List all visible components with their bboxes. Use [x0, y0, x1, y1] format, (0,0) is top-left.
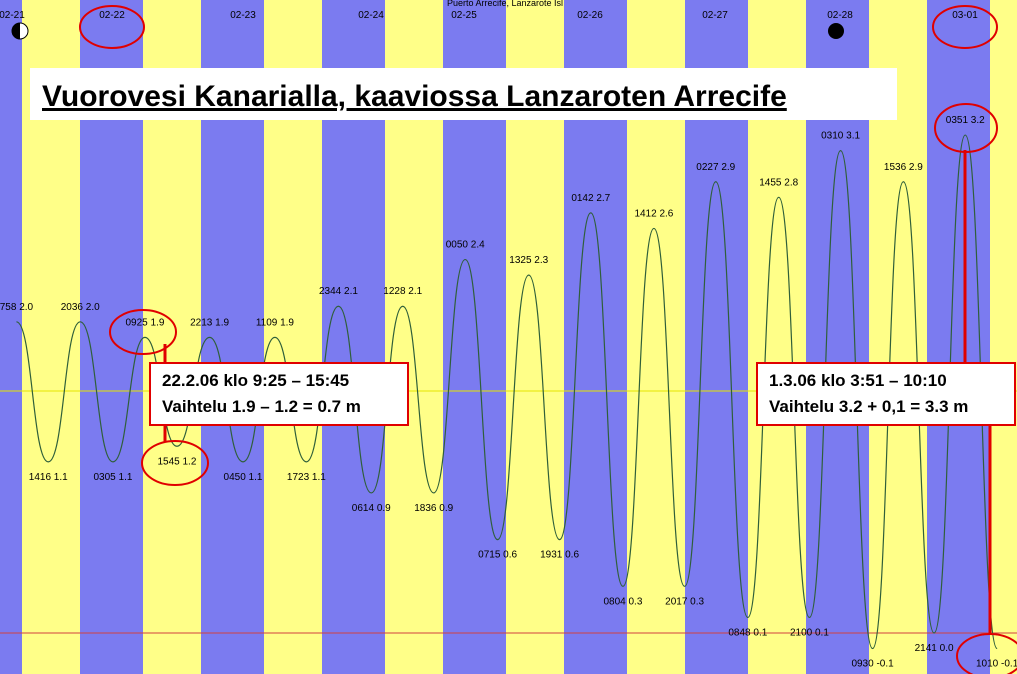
data-label: 0310 3.1	[821, 131, 860, 142]
data-label: 2141 0.0	[915, 643, 954, 654]
x-tick-label: 03-01	[952, 10, 978, 21]
data-label: 2213 1.9	[190, 317, 229, 328]
data-label: 0227 2.9	[696, 162, 735, 173]
highlight-ellipse	[109, 309, 177, 355]
data-label: 0614 0.9	[352, 503, 391, 514]
annotation-box	[756, 362, 1016, 426]
x-tick-label: 02-28	[827, 10, 853, 21]
title-box	[30, 68, 897, 120]
stripe	[927, 0, 990, 674]
data-label: 1228 2.1	[383, 286, 422, 297]
annotation-text: 22.2.06 klo 9:25 – 15:45	[162, 371, 349, 390]
data-label: 0715 0.6	[478, 550, 517, 561]
data-label: 0142 2.7	[571, 193, 610, 204]
data-label: 1010 -0.1	[976, 659, 1017, 670]
data-label: 0050 2.4	[446, 240, 485, 251]
data-label: 1723 1.1	[287, 472, 326, 483]
data-label: 0804 0.3	[603, 596, 642, 607]
x-tick-label: 02-24	[358, 10, 384, 21]
data-label: 758 2.0	[0, 302, 34, 313]
data-label: 2100 0.1	[790, 627, 829, 638]
data-label: 1931 0.6	[540, 550, 579, 561]
x-tick-label: 02-25	[451, 10, 477, 21]
data-label: 0450 1.1	[224, 472, 263, 483]
annotation-text: Vaihtelu 1.9 – 1.2 = 0.7 m	[162, 397, 361, 416]
data-label: 2344 2.1	[319, 286, 358, 297]
station-name: Puerto Arrecife, Lanzarote Isl	[447, 0, 563, 8]
data-label: 1412 2.6	[634, 208, 673, 219]
annotation-text: Vaihtelu 3.2 + 0,1 = 3.3 m	[769, 397, 968, 416]
data-label: 1109 1.9	[256, 317, 295, 328]
chart-title: Vuorovesi Kanarialla, kaaviossa Lanzarot…	[42, 80, 787, 113]
data-label: 1545 1.2	[157, 456, 196, 467]
highlight-ellipse	[79, 5, 145, 49]
x-tick-label: 02-23	[230, 10, 256, 21]
data-label: 0930 -0.1	[851, 659, 894, 670]
tide-curve	[16, 134, 998, 650]
annotation-box	[149, 362, 409, 426]
highlights	[79, 5, 1017, 674]
moon-icon	[12, 23, 20, 39]
x-tick-label: 02-26	[577, 10, 603, 21]
data-label: 2036 2.0	[61, 302, 100, 313]
highlight-ellipse	[932, 5, 998, 49]
data-label: 0848 0.1	[728, 627, 767, 638]
data-label: 1325 2.3	[509, 255, 548, 266]
data-label: 1536 2.9	[884, 162, 923, 173]
x-tick-label: 02-27	[702, 10, 728, 21]
moon-icon	[828, 23, 844, 39]
plot: 02-21 02-22 02-23 02-24 02-25 02-26 02-27 02-28…	[0, 10, 1017, 670]
data-label: 0925 1.9	[125, 317, 164, 328]
stripe	[0, 0, 22, 674]
data-label: 0351 3.2	[946, 115, 985, 126]
x-tick-label: 02-22	[99, 10, 125, 21]
highlight-ellipse	[141, 440, 209, 486]
annotation-text: 1.3.06 klo 3:51 – 10:10	[769, 371, 947, 390]
data-label: 1836 0.9	[414, 503, 453, 514]
data-label: 1416 1.1	[29, 472, 68, 483]
data-label: 2017 0.3	[665, 596, 704, 607]
x-tick-label: 02-21	[0, 10, 25, 21]
data-label: 0305 1.1	[94, 472, 133, 483]
data-label: 1455 2.8	[759, 177, 798, 188]
